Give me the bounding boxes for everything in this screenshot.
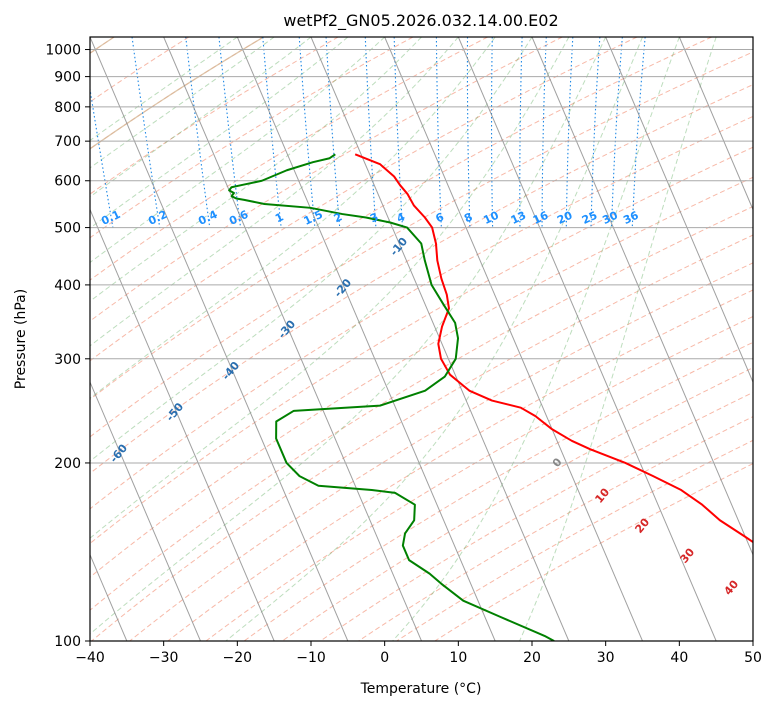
- x-tick-label: 30: [597, 650, 615, 666]
- moist-adiabat-line: [90, 37, 386, 264]
- x-tick-label: 50: [744, 650, 762, 666]
- chart-title: wetPf2_GN05.2026.032.14.00.E02: [283, 11, 558, 31]
- isotherm-line: [605, 37, 753, 384]
- plot-area: [90, 37, 753, 641]
- dry-adiabat-line: [90, 51, 753, 438]
- x-tick-label: −40: [75, 650, 105, 666]
- x-tick-label: −10: [296, 650, 326, 666]
- moist-adiabat-line: [90, 37, 238, 142]
- dry-adiabat-line: [90, 37, 414, 239]
- mixing-ratio-label: 13: [509, 209, 528, 227]
- mixing-ratio-label: 36: [621, 209, 641, 227]
- grid-lines: [90, 37, 753, 641]
- moist-adiabat-line: [90, 37, 496, 399]
- x-tick-label: −30: [149, 650, 179, 666]
- dry-adiabat-line: [90, 37, 339, 195]
- y-tick-label: 700: [54, 134, 81, 150]
- isotherm-line: [90, 208, 275, 641]
- mixing-ratio-label: 16: [531, 209, 551, 227]
- mixing-ratio-line: [218, 37, 242, 228]
- y-tick-label: 400: [54, 278, 81, 294]
- x-tick-label: 20: [523, 650, 541, 666]
- isotherm-line: [90, 37, 349, 641]
- profile-lines: [228, 153, 753, 641]
- dry-adiabat-line: [243, 341, 753, 641]
- x-tick-label: 10: [449, 650, 467, 666]
- y-tick-label: 600: [54, 174, 81, 190]
- y-tick-label: 300: [54, 352, 81, 368]
- y-tick-label: 200: [54, 456, 81, 472]
- isotherm-line: [531, 37, 753, 556]
- y-tick-label: 800: [54, 100, 81, 116]
- y-tick-label: 100: [54, 634, 81, 650]
- mixing-ratio-line: [185, 37, 211, 228]
- y-tick-label: 900: [54, 70, 81, 86]
- reference-adiabat-line: [90, 37, 264, 150]
- mixing-ratio-label: 20: [555, 209, 575, 227]
- y-tick-label: 500: [54, 221, 81, 237]
- temperature-profile-line: [354, 153, 753, 544]
- x-tick-label: 40: [670, 650, 688, 666]
- dry-adiabat-line: [281, 367, 753, 641]
- isotherm-line: [163, 37, 422, 641]
- dry-adiabat-line: [90, 205, 753, 611]
- dry-adiabat-line: [90, 84, 753, 474]
- isotherm-line: [457, 37, 717, 641]
- isotherm-line: [236, 37, 496, 641]
- moist-adiabat-line: [90, 37, 533, 462]
- moist-adiabat-line: [519, 37, 717, 641]
- moist-adiabat-line: [90, 37, 570, 539]
- moist-adiabat-line: [90, 37, 422, 302]
- x-tick-label: 0: [380, 650, 389, 666]
- dewpoint-profile-line: [228, 153, 555, 641]
- isotherm-line: [678, 37, 753, 211]
- dry-adiabat-line: [90, 37, 638, 362]
- dry-adiabat-line: [90, 37, 712, 400]
- mixing-ratio-label: 10: [481, 209, 501, 227]
- moist-adiabat-line: [90, 37, 459, 347]
- moist-adiabat-line: [392, 37, 680, 641]
- x-tick-label: −20: [223, 650, 253, 666]
- isotherm-line: [384, 37, 643, 641]
- y-tick-label: 1000: [45, 43, 81, 59]
- y-axis-label: Pressure (hPa): [13, 289, 29, 389]
- axes: −40 −30 −20 −10 0 10 20 30 40 50 1000 900 800 700 600 5…: [45, 43, 762, 666]
- mixing-ratio-label: 25: [580, 209, 599, 227]
- dry-adiabat-line: [205, 315, 753, 641]
- dry-adiabat-line: [434, 463, 753, 641]
- dry-adiabat-line: [90, 146, 753, 545]
- dry-adiabat-line: [91, 234, 753, 641]
- x-axis-label: Temperature (°C): [360, 681, 482, 697]
- moist-adiabat-line: [225, 37, 643, 641]
- moist-adiabat-line: [90, 37, 275, 169]
- mixing-ratio-line: [90, 85, 114, 228]
- plot-frame: [89, 36, 754, 642]
- dry-adiabat-line: [396, 439, 753, 641]
- mixing-ratio-label: 30: [600, 209, 620, 227]
- moist-adiabat-line: [90, 37, 349, 229]
- dry-adiabat-line: [90, 115, 753, 510]
- isotherm-line: [90, 380, 201, 641]
